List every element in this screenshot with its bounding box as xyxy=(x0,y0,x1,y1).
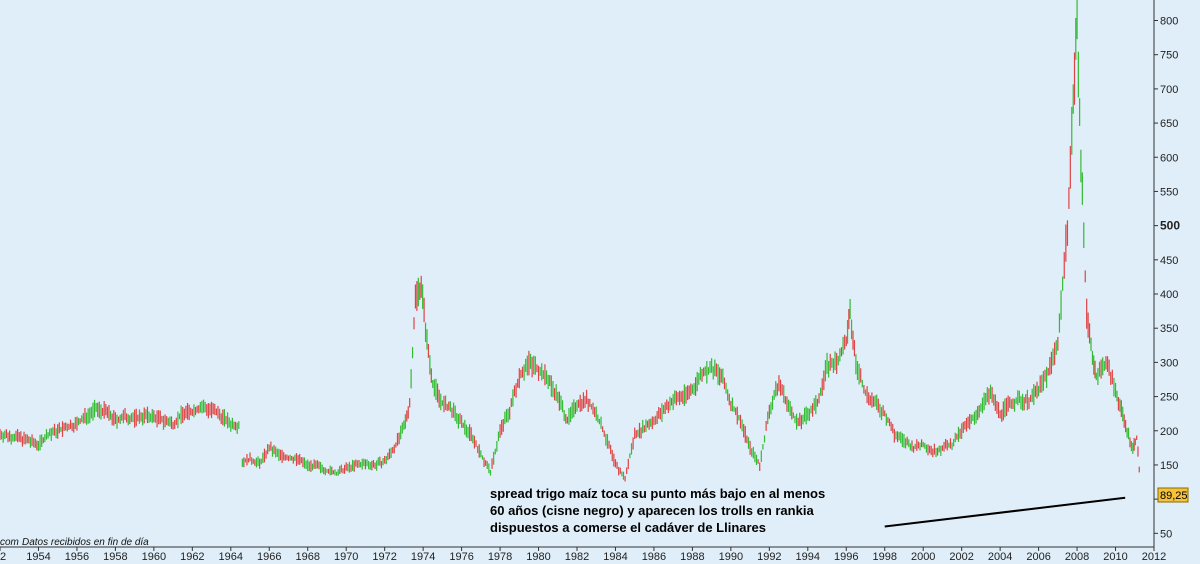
x-axis: 2 1954 1956 1958 1960 1962 1964 1966 1968 1970 197… xyxy=(0,547,1166,563)
x-tick-label: 2012 xyxy=(1142,551,1166,563)
x-tick-label: 1992 xyxy=(757,551,781,563)
x-tick-label: 2002 xyxy=(949,551,973,563)
annotation-line-3: dispuestos a comerse el cadáver de Llina… xyxy=(490,520,766,535)
y-tick-label: 300 xyxy=(1160,357,1178,369)
x-tick-label: 1986 xyxy=(642,551,666,563)
last-value-badge: 89,25 xyxy=(1157,487,1189,503)
x-tick-label: 1958 xyxy=(103,551,127,563)
y-tick-label: 700 xyxy=(1160,84,1178,96)
y-axis: 50 150 200 250 300 350 400 450 500 550 600 650 700 75… xyxy=(1154,16,1180,540)
x-tick-label: 2010 xyxy=(1103,551,1127,563)
y-tick-label: 500 xyxy=(1160,219,1180,233)
x-tick-label: 1996 xyxy=(834,551,858,563)
y-tick-label: 800 xyxy=(1160,16,1178,28)
y-tick-label: 400 xyxy=(1160,289,1178,301)
x-tick-label: 2 xyxy=(0,551,6,563)
y-tick-label: 350 xyxy=(1160,323,1178,335)
x-tick-label: 1964 xyxy=(219,551,243,563)
x-tick-label: 1980 xyxy=(526,551,550,563)
x-tick-label: 1962 xyxy=(180,551,204,563)
x-tick-label: 1988 xyxy=(680,551,704,563)
y-tick-label: 550 xyxy=(1160,186,1178,198)
credit-prefix: com xyxy=(0,537,19,548)
x-tick-label: 1982 xyxy=(565,551,589,563)
x-tick-label: 2006 xyxy=(1026,551,1050,563)
y-tick-label: 250 xyxy=(1160,392,1178,404)
annotation-line-1: spread trigo maíz toca su punto más bajo… xyxy=(490,486,825,501)
x-tick-label: 1998 xyxy=(872,551,896,563)
x-tick-label: 1956 xyxy=(65,551,89,563)
annotation-line-2: 60 años (cisne negro) y aparecen los tro… xyxy=(490,503,814,518)
credit-text: Datos recibidos en fin de día xyxy=(22,537,149,548)
x-tick-label: 1974 xyxy=(411,551,435,563)
x-tick-label: 1978 xyxy=(488,551,512,563)
y-tick-label: 50 xyxy=(1160,528,1172,540)
x-tick-label: 1972 xyxy=(372,551,396,563)
x-tick-label: 2000 xyxy=(911,551,935,563)
x-tick-label: 1966 xyxy=(257,551,281,563)
annotation-arrow-line xyxy=(884,496,1126,528)
x-tick-label: 1954 xyxy=(26,551,50,563)
y-tick-label: 450 xyxy=(1160,255,1178,267)
x-tick-label: 1970 xyxy=(334,551,358,563)
x-tick-label: 1968 xyxy=(295,551,319,563)
price-bars xyxy=(0,0,1140,482)
y-tick-label: 750 xyxy=(1160,50,1178,62)
x-tick-label: 1984 xyxy=(603,551,627,563)
x-tick-label: 1994 xyxy=(796,551,820,563)
y-tick-label: 650 xyxy=(1160,118,1178,130)
x-tick-label: 1990 xyxy=(719,551,743,563)
y-tick-label: 150 xyxy=(1160,460,1178,472)
y-tick-label: 200 xyxy=(1160,426,1178,438)
last-value-label: 89,25 xyxy=(1160,490,1188,502)
x-tick-label: 1960 xyxy=(142,551,166,563)
x-tick-label: 2004 xyxy=(988,551,1012,563)
y-tick-label: 600 xyxy=(1160,152,1178,164)
x-tick-label: 2008 xyxy=(1065,551,1089,563)
x-tick-label: 1976 xyxy=(449,551,473,563)
